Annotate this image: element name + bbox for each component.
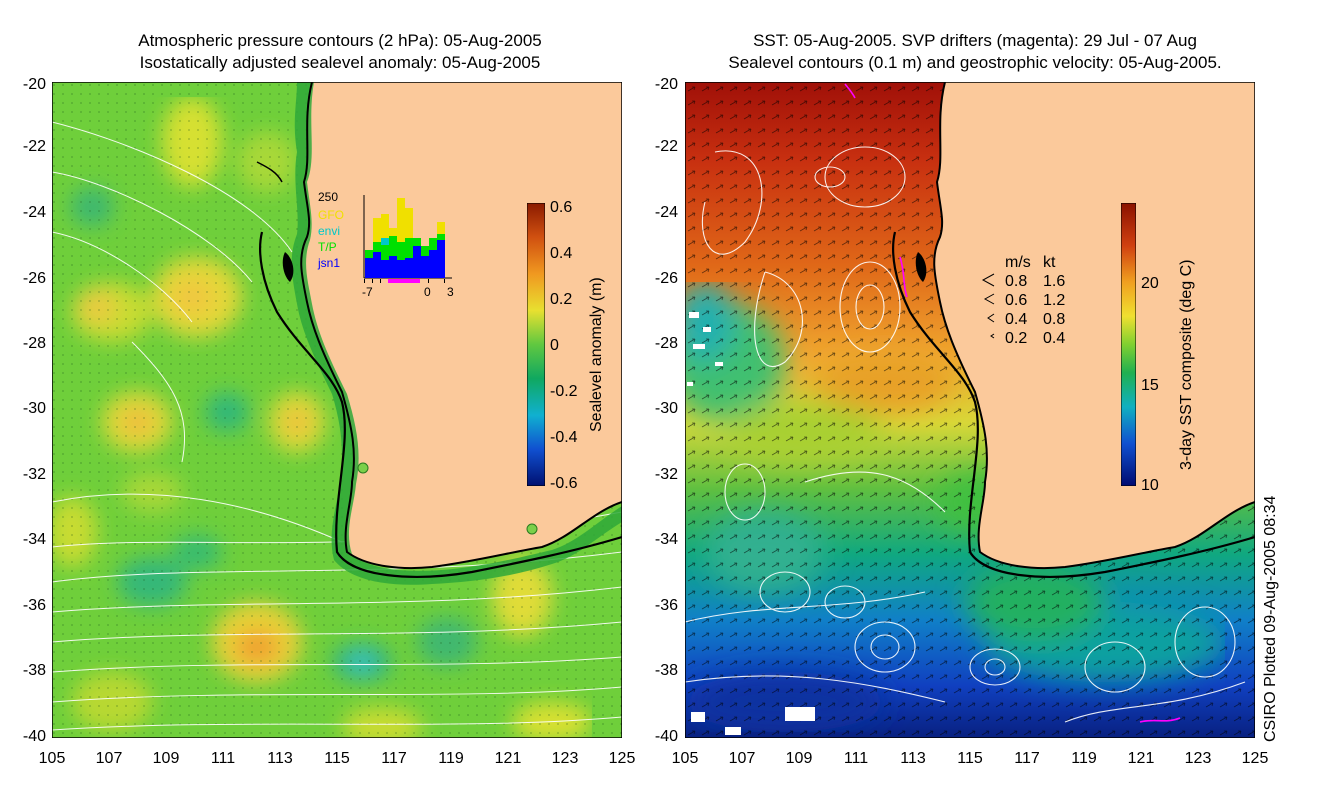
right-x-tick: 115 [957,750,983,767]
right-y-tick: -38 [654,662,678,679]
sealevel-colorbar-label: Sealevel anomaly (m) [588,277,605,432]
inset-x-label-zero: 0 [424,285,431,299]
left-x-tick: 125 [608,750,636,767]
drifter-period [388,279,420,283]
sst-colorbar [1121,203,1136,486]
speed-legend-arrows [981,273,995,339]
speed-legend-header-ms: m/s [1005,254,1031,271]
right-x-tick: 119 [1071,750,1097,767]
sealevel-tick-neg0.4: -0.4 [550,429,578,446]
right-y-tick: -40 [654,728,678,745]
left-x-tick: 123 [551,750,579,767]
right-y-tick: -22 [654,138,678,155]
sealevel-tick-0: 0 [550,337,559,354]
right-sst-map [685,82,1255,738]
speed-legend-ms-0.2: 0.2 [1005,330,1028,347]
sealevel-tick-neg0.6: -0.6 [550,475,578,492]
right-y-tick: -30 [654,400,678,417]
sst-colorbar-label: 3-day SST composite (deg C) [1178,259,1195,470]
right-x-tick: 121 [1127,750,1155,767]
right-x-tick: 113 [900,750,926,767]
left-x-tick: 113 [267,750,293,767]
speed-legend-ms-0.4: 0.4 [1005,311,1028,328]
right-y-tick: -28 [654,335,678,352]
left-y-tick: -28 [22,335,46,352]
right-x-tick: 117 [1014,750,1040,767]
right-x-tick: 105 [671,750,699,767]
left-x-tick: 119 [438,750,464,767]
right-y-tick: -36 [654,597,678,614]
drifter-track-1 [899,256,908,298]
right-title-line1: SST: 05-Aug-2005. SVP drifters (magenta)… [753,31,1197,50]
speed-legend-ms-0.8: 0.8 [1005,273,1028,290]
sealevel-tick-neg0.2: -0.2 [550,383,578,400]
drifter-track-2 [1139,717,1181,723]
left-y-tick: -40 [22,728,46,745]
tide-gauge-marker-1 [357,462,369,474]
right-x-tick: 125 [1241,750,1269,767]
speed-legend-kt-1.6: 1.6 [1043,273,1066,290]
left-y-tick: -36 [22,597,46,614]
sst-tick-15: 15 [1141,377,1159,394]
speed-legend-kt-0.8: 0.8 [1043,311,1066,328]
left-y-tick: -30 [22,400,46,417]
left-y-tick: -26 [22,270,46,287]
sealevel-tick-0.2: 0.2 [550,291,573,308]
left-x-tick: 111 [210,750,236,767]
plot-credit: CSIRO Plotted 09-Aug-2005 08:34 [1262,495,1279,742]
inset-mission-gfo: GFO [318,208,344,222]
left-x-tick: 117 [381,750,407,767]
tide-gauge-marker-2 [526,523,538,535]
left-x-tick: 121 [494,750,522,767]
inset-mission-tp: T/P [318,240,337,254]
left-x-tick: 105 [38,750,66,767]
right-y-tick: -24 [654,204,678,221]
inset-ymax-label: 250 [318,190,339,204]
right-x-tick: 111 [843,750,869,767]
left-y-tick: -22 [22,138,46,155]
sealevel-colorbar [527,203,545,486]
right-y-tick: -34 [654,531,678,548]
left-x-tick: 109 [152,750,180,767]
left-y-tick: -24 [22,204,46,221]
sealevel-tick-0.6: 0.6 [550,199,573,216]
left-y-tick: -34 [22,531,46,548]
right-x-tick: 109 [785,750,813,767]
right-y-tick: -26 [654,270,678,287]
speed-legend-header-kt: kt [1043,254,1056,271]
right-title-line2: Sealevel contours (0.1 m) and geostrophi… [728,53,1222,72]
left-x-tick: 107 [95,750,123,767]
left-y-tick: -38 [22,662,46,679]
right-x-tick: 107 [728,750,756,767]
left-y-tick: -20 [22,76,46,93]
sst-tick-10: 10 [1141,477,1159,494]
inset-x-label-end: 3 [447,285,454,299]
histogram-bars [365,198,445,278]
left-y-tick: -32 [22,466,46,483]
inset-mission-envi: envi [318,224,341,238]
speed-legend-kt-1.2: 1.2 [1043,292,1066,309]
speed-legend-kt-0.4: 0.4 [1043,330,1066,347]
left-title-line2: Isostatically adjusted sealevel anomaly:… [139,53,541,72]
sealevel-tick-0.4: 0.4 [550,245,573,262]
sst-tick-20: 20 [1141,275,1159,292]
drifter-track-3 [844,83,856,99]
left-x-tick: 115 [324,750,350,767]
speed-legend-ms-0.6: 0.6 [1005,292,1028,309]
inset-x-label-start: -7 [362,285,373,299]
inset-mission-jsn1: jsn1 [318,256,341,270]
right-y-tick: -32 [654,466,678,483]
left-title-line1: Atmospheric pressure contours (2 hPa): 0… [138,31,542,50]
mission-histogram [363,195,452,283]
right-y-tick: -20 [654,76,678,93]
right-x-tick: 123 [1184,750,1212,767]
